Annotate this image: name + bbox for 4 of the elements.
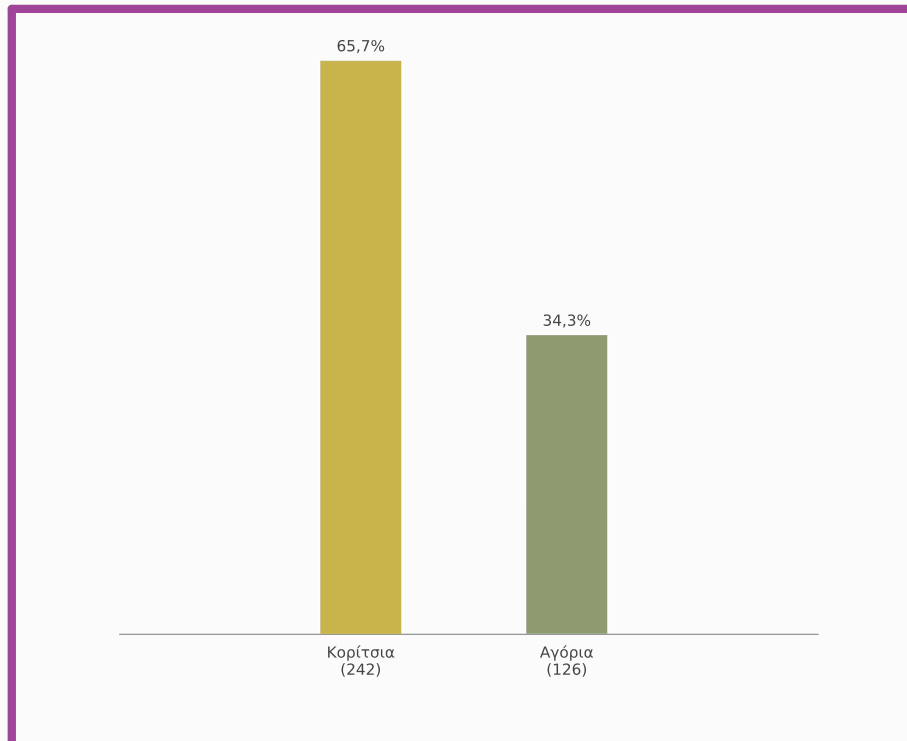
x-tick-label: Κορίτσια (242) <box>328 645 394 677</box>
x-tick-label: Αγόρια (126) <box>540 645 593 677</box>
data-label: 65,7% <box>338 40 384 54</box>
data-label: 34,3% <box>544 314 590 328</box>
